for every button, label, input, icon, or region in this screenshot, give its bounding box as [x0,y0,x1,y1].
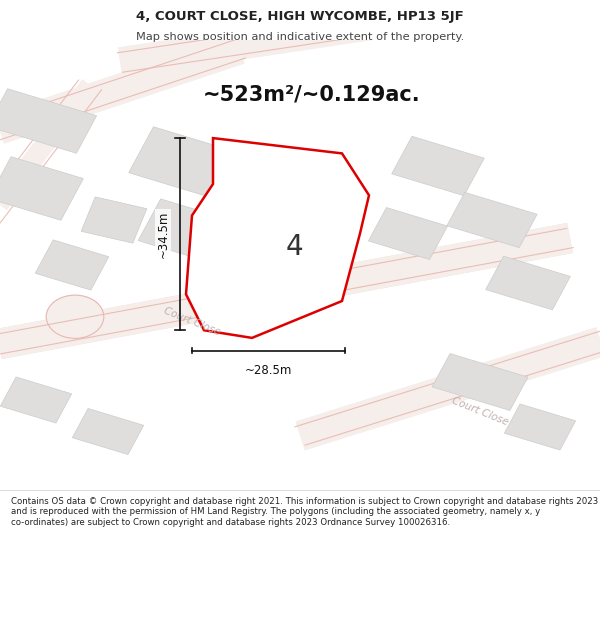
Polygon shape [505,404,575,450]
Polygon shape [485,256,571,310]
Text: ~523m²/~0.129ac.: ~523m²/~0.129ac. [203,84,421,104]
Polygon shape [447,192,537,248]
Polygon shape [73,409,143,454]
Text: Map shows position and indicative extent of the property.: Map shows position and indicative extent… [136,32,464,42]
Text: Contains OS data © Crown copyright and database right 2021. This information is : Contains OS data © Crown copyright and d… [11,497,598,526]
Polygon shape [35,240,109,290]
Text: ~28.5m: ~28.5m [245,364,292,378]
Polygon shape [368,208,448,259]
Text: Court Close: Court Close [162,306,222,337]
Text: 4: 4 [285,233,303,261]
Polygon shape [0,89,97,153]
Polygon shape [432,354,528,411]
Polygon shape [81,197,147,243]
Circle shape [46,295,104,338]
Polygon shape [0,157,83,221]
Polygon shape [186,138,369,338]
Text: Court Close: Court Close [450,396,510,427]
Polygon shape [138,199,222,259]
Polygon shape [392,136,484,196]
Polygon shape [128,127,232,196]
Text: 4, COURT CLOSE, HIGH WYCOMBE, HP13 5JF: 4, COURT CLOSE, HIGH WYCOMBE, HP13 5JF [136,10,464,23]
Polygon shape [1,377,71,423]
Text: ~34.5m: ~34.5m [157,211,170,258]
